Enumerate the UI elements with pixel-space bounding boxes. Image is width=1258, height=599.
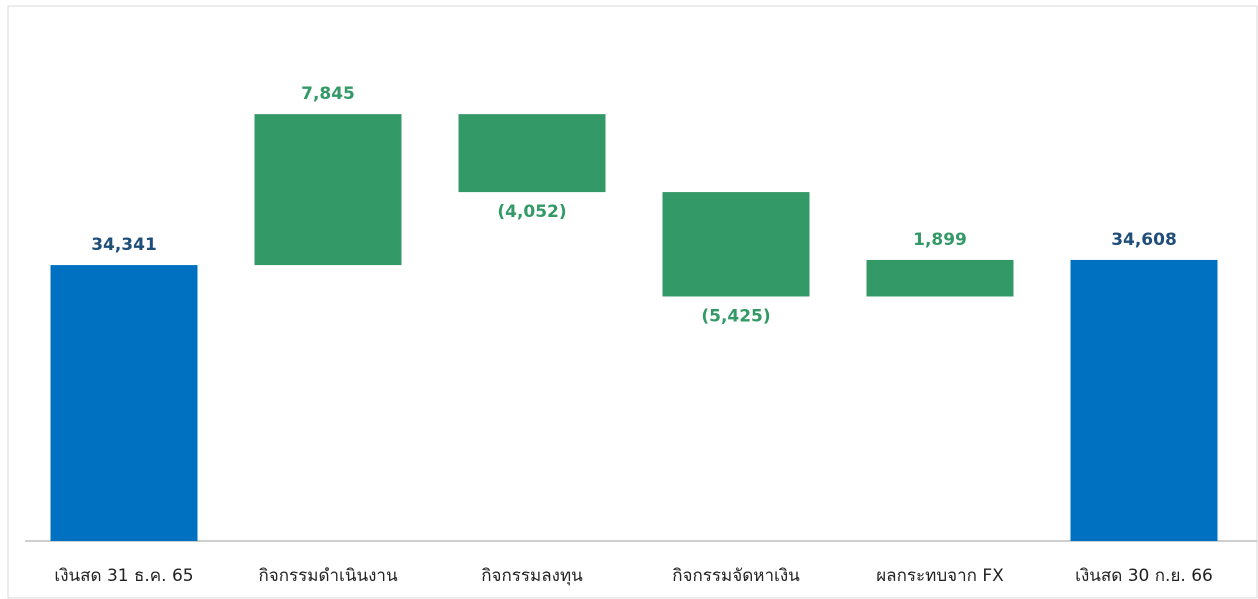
change-bar — [866, 259, 1014, 297]
data-label: 34,341 — [91, 235, 157, 255]
x-tick-label: กิจกรรมจัดหาเงิน — [672, 566, 800, 586]
x-tick-label: เงินสด 31 ธ.ค. 65 — [54, 566, 193, 586]
change-bar — [254, 114, 402, 266]
x-tick-label: กิจกรรมลงทุน — [481, 566, 583, 586]
data-label: 7,845 — [301, 84, 355, 104]
total-bar — [1070, 259, 1218, 541]
x-tick-label: กิจกรรมดำเนินงาน — [258, 566, 398, 586]
x-tick-label: ผลกระทบจาก FX — [876, 566, 1004, 586]
chart-frame — [7, 5, 1258, 599]
change-bar — [458, 114, 606, 193]
data-label: (5,425) — [701, 306, 770, 326]
x-tick-label: เงินสด 30 ก.ย. 66 — [1075, 566, 1213, 586]
data-label: (4,052) — [497, 202, 566, 222]
data-label: 34,608 — [1111, 230, 1177, 250]
total-bar — [50, 265, 198, 541]
change-bar — [662, 192, 810, 297]
data-label: 1,899 — [913, 230, 967, 250]
